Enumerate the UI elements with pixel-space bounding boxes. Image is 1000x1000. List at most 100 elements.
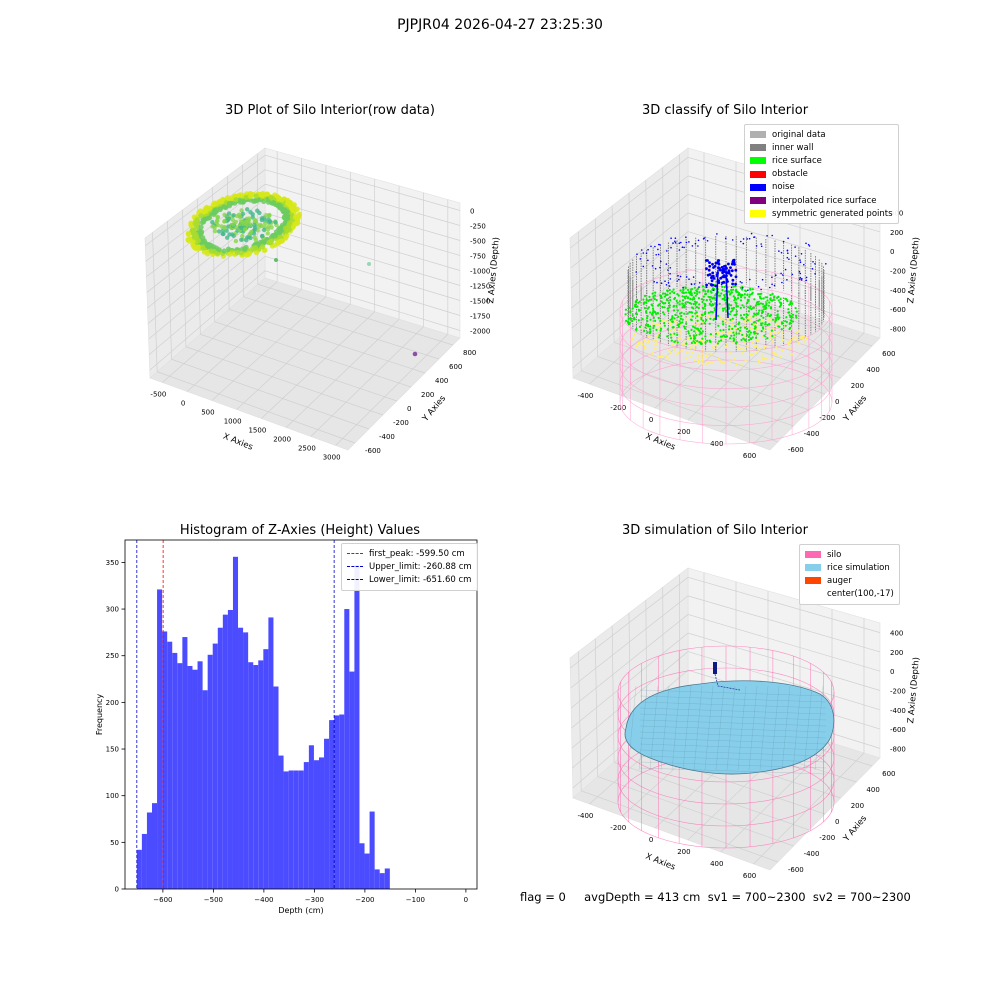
plot2-rice-point	[765, 302, 768, 305]
plot2-zlabel: Z Axies (Depth)	[906, 237, 922, 304]
plot2-ylabel: Y Axies	[841, 393, 869, 424]
plot2-noise-point	[710, 279, 714, 283]
plot2-ytick-label: 600	[882, 350, 895, 358]
plot2-rice-point	[728, 303, 731, 306]
plot2-rice-point	[683, 312, 686, 315]
plot1-point	[216, 229, 222, 234]
plot2-rice-point	[774, 318, 777, 322]
plot2-rice-point	[696, 319, 699, 322]
plot2-rice-point	[761, 302, 765, 306]
plot2-noise-point	[780, 272, 782, 275]
plot2-rice-point	[666, 328, 669, 331]
plot2-noise-point	[711, 262, 714, 266]
legend-label: noise	[772, 182, 795, 193]
plot2-rice-point	[666, 289, 669, 292]
plot2-symmetric-point	[773, 335, 776, 338]
plot2-symmetric-point	[731, 323, 734, 327]
plot2-rice-point	[681, 321, 684, 324]
plot2-rice-point	[693, 291, 696, 295]
legend-label: center(100,-17)	[827, 589, 894, 600]
histogram-bar	[243, 632, 249, 889]
legend-label: symmetric generated points	[772, 208, 893, 219]
plot2-ztick-label: 0	[890, 248, 894, 256]
plot2-rice-point	[686, 288, 690, 292]
plot2-rice-point	[780, 328, 783, 331]
plot2-rice-point	[638, 325, 642, 328]
plot2-rice-point	[646, 315, 649, 318]
plot2-rice-point	[780, 322, 784, 325]
histogram-bar	[268, 617, 274, 889]
plot2-rice-point	[647, 325, 650, 328]
plot2-rice-point	[680, 314, 683, 318]
plot2-rice-point	[685, 342, 688, 345]
plot2-rice-point	[705, 318, 708, 322]
histogram-bar	[334, 715, 340, 889]
plot2-symmetric-point	[710, 353, 713, 356]
histogram-bar	[207, 654, 213, 889]
plot2-noise-point	[799, 278, 801, 281]
plot1-point	[191, 234, 197, 240]
plot1-ytick-label: -200	[393, 419, 409, 427]
plot2-rice-point	[625, 319, 628, 322]
plot2-rice-point	[682, 289, 685, 292]
plot2-noise-point	[732, 258, 736, 262]
plot2-ygrid-floor	[679, 284, 873, 347]
plot1-point	[203, 216, 209, 222]
plot2-rice-point	[711, 287, 715, 290]
legend-swatch	[750, 157, 766, 165]
plot2-noise-point	[706, 273, 710, 277]
plot2-rice-point	[658, 334, 661, 337]
plot2-rice-point	[737, 327, 740, 331]
plot2-noise-point	[667, 269, 669, 271]
histogram-bar	[298, 770, 304, 889]
plot2-rice-point	[690, 328, 693, 332]
plot2-rice-point	[670, 336, 673, 339]
plot2-rice-point	[771, 299, 774, 302]
plot2-rice-point	[663, 324, 666, 327]
plot4-xtick-label: 200	[677, 848, 690, 856]
plot2-noise-point	[708, 282, 710, 285]
plot2-rice-point	[769, 314, 773, 317]
plot2-symmetric-point	[697, 354, 700, 357]
histogram-bar	[303, 762, 309, 889]
plot1-point	[212, 225, 217, 230]
plot2-rice-point	[700, 342, 703, 345]
plot2-symmetric-point	[723, 319, 727, 323]
plot2-noise-point	[720, 265, 724, 269]
plot4-rice-mesh	[639, 701, 827, 709]
plot2-rice-point	[732, 285, 735, 288]
plot2-rice-point	[683, 327, 687, 330]
plot2-rice-point	[652, 316, 656, 319]
plot2-symmetric-point	[754, 351, 758, 355]
plot2-symmetric-point	[701, 352, 705, 355]
plot2-rice-point	[721, 298, 724, 301]
plot2-symmetric-point	[740, 347, 743, 350]
plot2-rice-point	[779, 298, 782, 301]
plot2-rice-point	[668, 304, 671, 307]
plot2-rice-point	[777, 318, 780, 321]
plot2-rice-point	[768, 323, 771, 326]
plot1-point	[211, 208, 218, 214]
plot2-noise-point	[680, 241, 682, 244]
plot2-ztick-label: -800	[890, 325, 906, 333]
plot1-point	[257, 210, 262, 216]
plot2-ztick-label: -200	[890, 268, 906, 276]
plot2-rice-point	[655, 298, 658, 302]
plot1-point	[286, 226, 292, 232]
plot2-rice-point	[652, 295, 655, 298]
plot2-rice-point	[737, 297, 740, 300]
plot2-noise-point	[665, 284, 668, 286]
plot2-rice-point	[698, 333, 701, 336]
legend-label: interpolated rice surface	[772, 195, 877, 206]
plot2-symmetric-point	[780, 332, 784, 335]
plot4-zgrid-back	[687, 614, 881, 672]
plot2-rice-point	[678, 300, 681, 303]
plot2-rice-point	[624, 308, 628, 311]
plot1-point	[239, 237, 244, 242]
plot2-noise-point	[707, 268, 711, 272]
plot2-noise-point	[746, 238, 748, 240]
plot2-rice-point	[710, 291, 713, 294]
plot2-rice-point	[631, 307, 634, 310]
plot2-symmetric-point	[674, 320, 677, 323]
plot2-symmetric-point	[721, 337, 725, 341]
